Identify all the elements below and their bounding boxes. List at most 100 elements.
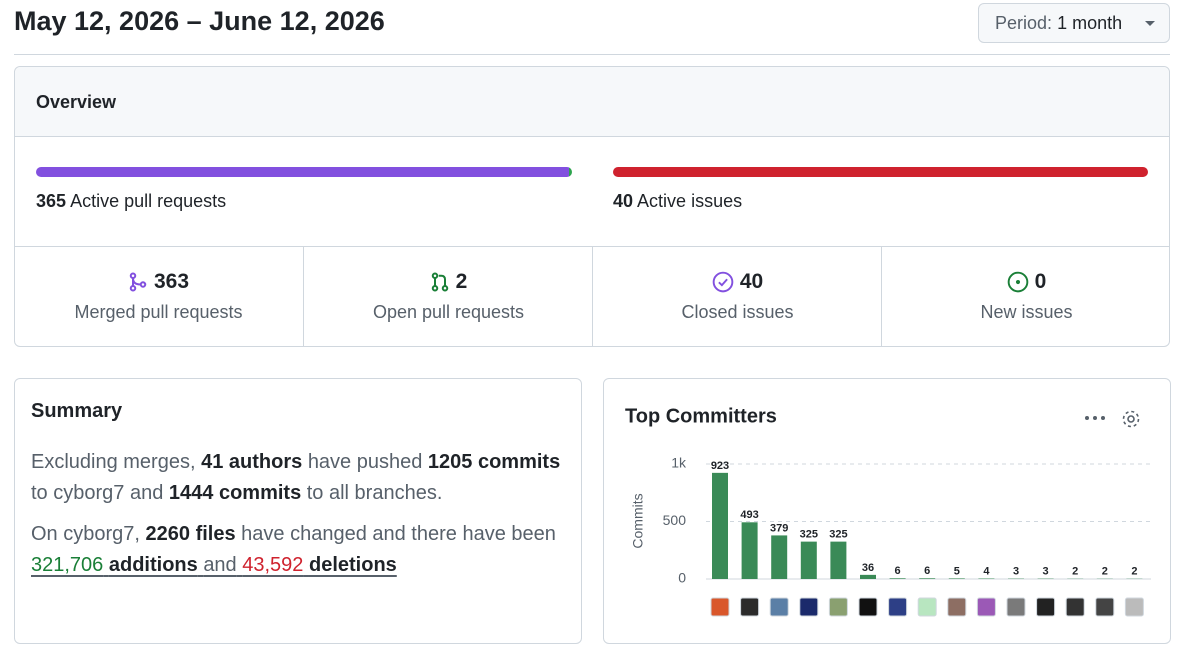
- avatar[interactable]: [858, 597, 878, 617]
- summary-segment: On cyborg7,: [31, 523, 140, 545]
- y-tick-label: 1k: [671, 455, 687, 471]
- issue-icon: [1007, 271, 1028, 293]
- overview-box: Overview: [14, 66, 1170, 347]
- count: 40: [739, 270, 764, 293]
- value-label: 3: [1013, 566, 1019, 578]
- stat-new[interactable]: 0 New issues: [881, 246, 1171, 346]
- avatar[interactable]: [917, 597, 937, 617]
- summary-segment: additions: [108, 554, 198, 576]
- label: New issues: [980, 302, 1073, 322]
- summary-box: Summary Excluding merges, 41 authors hav…: [14, 378, 582, 644]
- avatar[interactable]: [1036, 597, 1056, 617]
- value-label: 493: [740, 509, 758, 521]
- value-label: 36: [862, 562, 874, 574]
- bar: [830, 541, 847, 579]
- bar: [919, 578, 936, 579]
- avatar[interactable]: [740, 597, 760, 617]
- active-issues: 40 Active issues: [613, 191, 742, 212]
- summary-segment: have pushed: [307, 451, 423, 473]
- caret: [1145, 21, 1155, 26]
- value-label: 3: [1043, 566, 1049, 578]
- label: Open pull requests: [372, 302, 525, 322]
- period-label: Period:: [995, 13, 1053, 33]
- summary-paragraph: On cyborg7, 2260 files have changed and …: [31, 519, 571, 581]
- value-label: 325: [800, 529, 818, 541]
- summary-segment: have changed and there have been: [241, 523, 556, 545]
- more-menu[interactable]: [1085, 416, 1105, 420]
- settings-icon[interactable]: [1122, 410, 1140, 428]
- summary-segment: 2260 files: [145, 523, 236, 545]
- summary-segment: and: [203, 554, 237, 576]
- value-label: 325: [829, 529, 847, 541]
- value-label: 5: [954, 565, 960, 577]
- divider: [14, 54, 1170, 55]
- period-value: 1 month: [1057, 13, 1123, 33]
- closed-icon: [712, 271, 734, 293]
- summary-segment: 43,592: [242, 554, 304, 576]
- value-label: 2: [1102, 566, 1108, 578]
- avatar[interactable]: [1006, 597, 1026, 617]
- y-tick-label: 500: [663, 512, 687, 528]
- bar: [741, 522, 758, 579]
- count: 363: [153, 270, 190, 293]
- avatar[interactable]: [1124, 597, 1144, 617]
- chart-title: Top Committers: [625, 405, 777, 427]
- label: Closed issues: [681, 302, 794, 322]
- committers-box: Top Committers Commits 0 500 1k 923 493 379 32…: [603, 378, 1171, 644]
- label: Active issues: [637, 191, 743, 211]
- summary-segment: 321,706: [31, 554, 104, 576]
- label: Merged pull requests: [74, 302, 243, 322]
- summary-segment: 41 authors: [201, 451, 303, 473]
- active-prs: 365 Active pull requests: [36, 191, 226, 212]
- value-label: 923: [711, 460, 729, 472]
- open-segment: [569, 167, 572, 177]
- value-label: 4: [983, 565, 990, 577]
- stat-open[interactable]: 2 Open pull requests: [303, 246, 593, 346]
- count: 2: [455, 270, 468, 293]
- value-label: 6: [924, 565, 930, 577]
- bar: [800, 541, 817, 579]
- count: 365: [36, 191, 67, 211]
- date-range: May 12, 2026 – June 12, 2026: [14, 6, 385, 36]
- summary-segment: 1205 commits: [427, 451, 561, 473]
- count: 40: [613, 191, 634, 211]
- avatar[interactable]: [1065, 597, 1085, 617]
- value-label: 2: [1131, 566, 1137, 578]
- value-label: 6: [895, 565, 901, 577]
- value-label: 379: [770, 522, 788, 534]
- summary-segment: to all branches.: [306, 482, 443, 504]
- bar: [712, 472, 728, 579]
- summary-segment: 1444 commits: [168, 482, 302, 504]
- closed-segment: [613, 167, 1148, 177]
- summary-segment: to cyborg7 and: [31, 482, 164, 504]
- bar: [771, 535, 788, 579]
- avatar[interactable]: [769, 597, 789, 617]
- avatar[interactable]: [828, 597, 848, 617]
- avatar[interactable]: [976, 597, 996, 617]
- stat-merged[interactable]: 363 Merged pull requests: [14, 246, 303, 346]
- pr-icon: [431, 272, 448, 292]
- summary-paragraph: Excluding merges, 41 authors have pushed…: [31, 447, 571, 509]
- stat-closed[interactable]: 40 Closed issues: [592, 246, 882, 346]
- period-button[interactable]: Period: 1 month: [978, 3, 1170, 43]
- merge-icon: [129, 272, 147, 292]
- bar: [860, 574, 876, 579]
- value-label: 2: [1072, 566, 1078, 578]
- merged-segment: [36, 167, 570, 177]
- overview-header: [15, 67, 1169, 137]
- bar: [889, 578, 906, 579]
- bar: [948, 578, 965, 579]
- summary-segment: deletions: [308, 554, 397, 576]
- label: Active pull requests: [70, 191, 227, 211]
- count: 0: [1034, 270, 1047, 293]
- avatar[interactable]: [947, 597, 967, 617]
- avatar[interactable]: [888, 597, 908, 617]
- avatar[interactable]: [1095, 597, 1115, 617]
- y-tick-label: 0: [678, 570, 686, 586]
- summary-text: Excluding merges, 41 authors have pushed…: [31, 447, 571, 591]
- avatar[interactable]: [710, 597, 730, 617]
- summary-title: Summary: [31, 400, 123, 422]
- avatar[interactable]: [799, 597, 819, 617]
